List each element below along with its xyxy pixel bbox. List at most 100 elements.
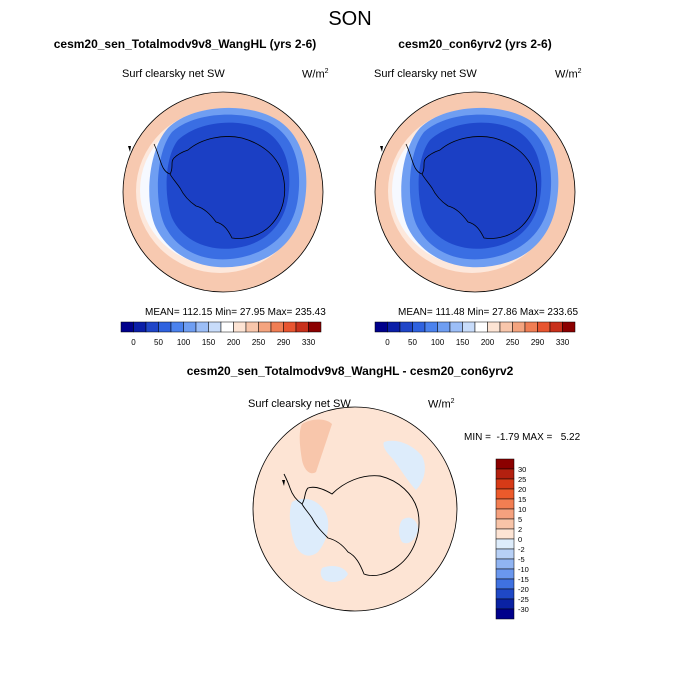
colorbar-cell (495, 598, 515, 610)
colorbar-label: -10 (518, 565, 529, 574)
colorbar-cell (424, 321, 438, 333)
panel-1-antarctica-landmass (169, 136, 286, 239)
colorbar-cell (549, 321, 563, 333)
colorbar-cell (220, 321, 234, 333)
colorbar-cell (524, 321, 538, 333)
colorbar-label: 100 (177, 338, 191, 347)
colorbar-label: 330 (302, 338, 316, 347)
colorbar-cell (245, 321, 259, 333)
colorbar-cell (499, 321, 513, 333)
panel-1-colorbar-cells (120, 321, 322, 333)
colorbar-cell (495, 608, 515, 620)
colorbar-label: 30 (518, 465, 526, 474)
panel-3-antarctica-landmass (301, 475, 420, 577)
colorbar-cell (412, 321, 426, 333)
colorbar-cell (495, 458, 515, 470)
colorbar-cell (449, 321, 463, 333)
colorbar-label: 250 (506, 338, 520, 347)
colorbar-cell (258, 321, 272, 333)
panel-3-polar-map (252, 406, 458, 612)
colorbar-cell (474, 321, 488, 333)
panel-3-variable: Surf clearsky net SW (248, 398, 351, 410)
colorbar-label: 200 (227, 338, 241, 347)
colorbar-label: 10 (518, 505, 526, 514)
panel-3-units: W/m2 (428, 398, 455, 411)
colorbar-label: -25 (518, 595, 529, 604)
colorbar-cell (495, 538, 515, 550)
colorbar-cell (512, 321, 526, 333)
panel-3-map-shading (253, 407, 457, 611)
colorbar-cell (495, 488, 515, 500)
colorbar-cell (495, 478, 515, 490)
colorbar-label: -20 (518, 585, 529, 594)
colorbar-cell (283, 321, 297, 333)
colorbar-cell (495, 578, 515, 590)
panel-2-colorbar-cells (374, 321, 576, 333)
colorbar-cell (495, 518, 515, 530)
colorbar-label: 20 (518, 485, 526, 494)
panel-2-units: W/m2 (555, 68, 582, 81)
colorbar-cell (495, 558, 515, 570)
panel-3-island-marker (282, 480, 285, 486)
colorbar-cell (495, 528, 515, 540)
colorbar-cell (495, 508, 515, 520)
colorbar-label: 25 (518, 475, 526, 484)
panel-2-island-marker (380, 146, 383, 152)
colorbar-label: 100 (431, 338, 445, 347)
panel-1-units: W/m2 (302, 68, 329, 81)
colorbar-cell (487, 321, 501, 333)
colorbar-cell (145, 321, 159, 333)
colorbar-cell (437, 321, 451, 333)
panel-1-variable: Surf clearsky net SW (122, 68, 225, 80)
colorbar-cell (495, 548, 515, 560)
colorbar-label: 50 (408, 338, 417, 347)
panel-1-polar-map (122, 91, 324, 293)
colorbar-label: 290 (531, 338, 545, 347)
colorbar-cell (387, 321, 401, 333)
panel-2-colorbar-labels: 0 50 100 150 200 250 290 330 (385, 338, 569, 347)
colorbar-cell (120, 321, 134, 333)
colorbar-label: 200 (481, 338, 495, 347)
colorbar-cell (537, 321, 551, 333)
colorbar-cell (308, 321, 322, 333)
panel-2-polar-map (374, 91, 576, 293)
panel-2-title: cesm20_con6yrv2 (yrs 2-6) (398, 37, 552, 51)
panel-2-map-border (374, 91, 576, 293)
colorbar-cell (270, 321, 284, 333)
panel-1-island-marker (128, 146, 131, 152)
panel-1-map-border (122, 91, 324, 293)
colorbar-cell (462, 321, 476, 333)
colorbar-cell (295, 321, 309, 333)
colorbar-label: 2 (518, 525, 522, 534)
panel-1-title: cesm20_sen_Totalmodv9v8_WangHL (yrs 2-6) (53, 37, 317, 51)
colorbar-label: -15 (518, 575, 529, 584)
colorbar-label: -30 (518, 605, 529, 614)
colorbar-label: 15 (518, 495, 526, 504)
colorbar-label: 0 (518, 535, 522, 544)
colorbar-label: 150 (456, 338, 470, 347)
panel-2-variable: Surf clearsky net SW (374, 68, 477, 80)
colorbar-cell (170, 321, 184, 333)
colorbar-label: 250 (252, 338, 266, 347)
colorbar-cell (562, 321, 576, 333)
colorbar-cell (233, 321, 247, 333)
colorbar-cell (195, 321, 209, 333)
colorbar-cell (158, 321, 172, 333)
colorbar-cell (208, 321, 222, 333)
colorbar-cell (495, 588, 515, 600)
colorbar-label: -5 (518, 555, 525, 564)
panel-2-stats: MEAN= 111.48 Min= 27.86 Max= 233.65 (398, 307, 579, 318)
colorbar-label: 0 (131, 338, 136, 347)
colorbar-label: 330 (556, 338, 570, 347)
figure-title: SON (328, 8, 372, 30)
colorbar-cell (399, 321, 413, 333)
panel-3-antarctic-peninsula (283, 473, 303, 505)
panel-1-stats: MEAN= 112.15 Min= 27.95 Max= 235.43 (145, 307, 326, 318)
colorbar-label: 150 (202, 338, 216, 347)
panel-2-antarctica-landmass (421, 136, 538, 239)
panel-3-stats: MIN = -1.79 MAX = 5.22 (464, 432, 581, 443)
panel-3-colorbar-cells (495, 458, 515, 620)
colorbar-label: -2 (518, 545, 525, 554)
colorbar-cell (183, 321, 197, 333)
